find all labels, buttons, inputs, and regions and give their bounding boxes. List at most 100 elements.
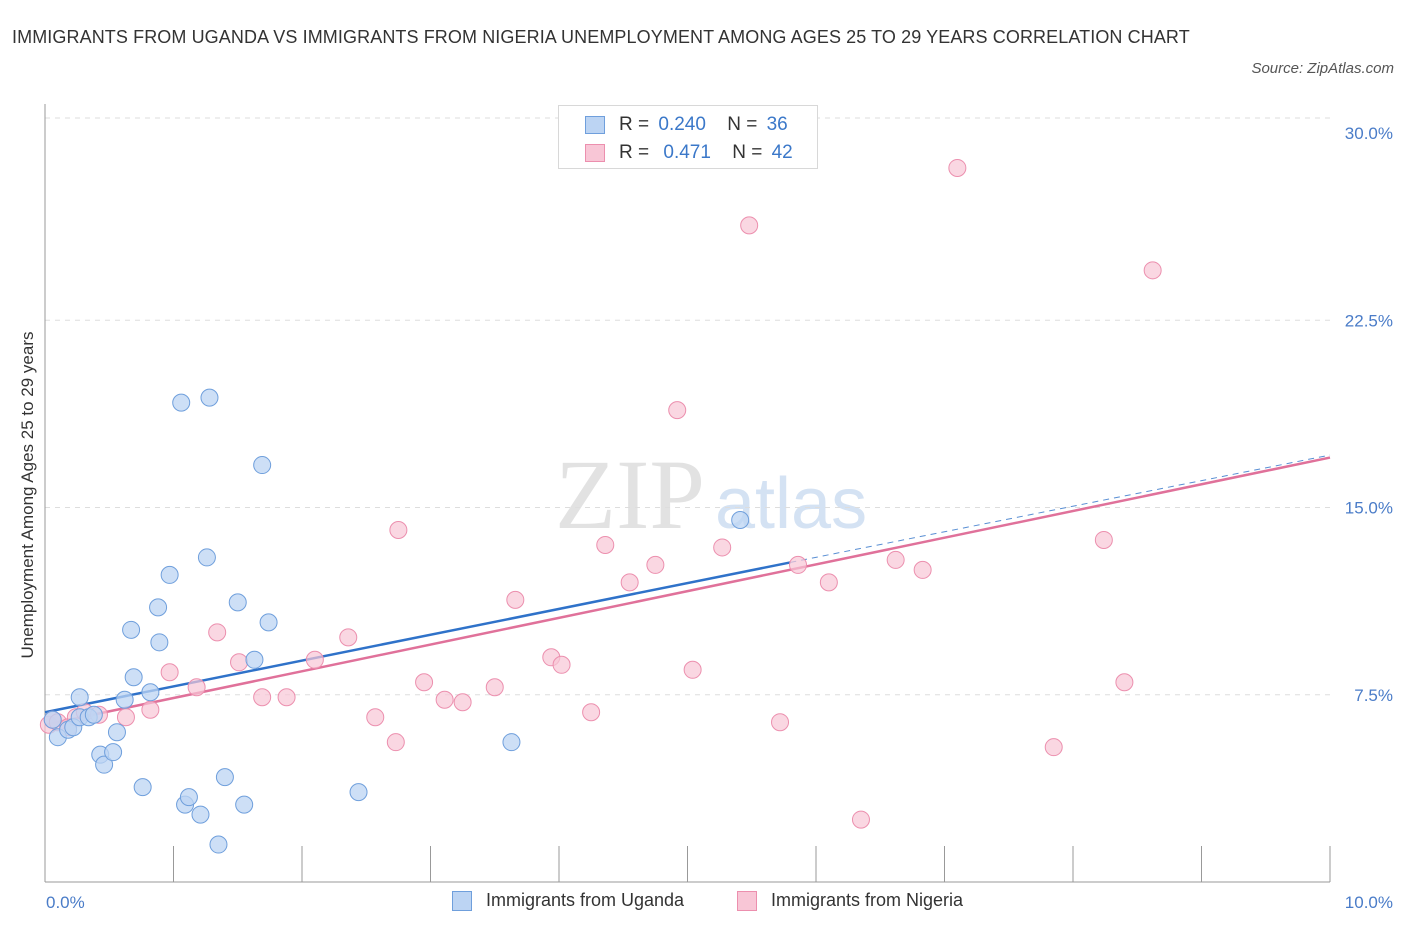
nigeria-point [366,708,385,727]
uganda-swatch [585,116,605,134]
nigeria-point [453,693,472,712]
nigeria-point [771,713,790,732]
nigeria-point [713,538,732,557]
y-tick-label: 7.5% [1354,686,1393,705]
nigeria-point [506,590,525,609]
chart-title: IMMIGRANTS FROM UGANDA VS IMMIGRANTS FRO… [12,27,1190,47]
nigeria-point [485,678,504,697]
trend-lines [44,454,1331,726]
n-value: 36 [766,114,788,135]
uganda-point [245,650,264,669]
nigeria-swatch [585,144,605,162]
nigeria-point [1094,530,1113,549]
nigeria-point [552,655,571,674]
nigeria-point [208,623,227,642]
uganda-trend-line [44,561,791,714]
nigeria-point [668,401,687,420]
uganda-point [160,565,179,584]
uganda-point [95,755,114,774]
nigeria-point [1143,261,1162,280]
data-points [39,158,1162,854]
uganda-point [228,593,247,612]
uganda-trend-extension [790,454,1331,563]
n-label: N = [727,114,758,135]
nigeria-point [253,688,272,707]
nigeria-point [582,703,601,722]
uganda-point [150,633,169,652]
x-tick-label: 0.0% [46,893,85,912]
uganda-point [200,388,219,407]
uganda-point [104,743,123,762]
axes [44,104,1331,883]
r-value: 0.471 [663,142,711,163]
uganda-point [502,733,521,752]
n-label: N = [732,142,763,163]
nigeria-point [160,663,179,682]
r-label: R = [619,142,650,163]
uganda-point [731,510,750,529]
nigeria-trend-line [44,456,1331,726]
nigeria-point [305,650,324,669]
r-label: R = [619,114,650,135]
tick-labels: 7.5% 15.0% 22.5% 30.0% 0.0% 10.0% [46,124,1393,912]
legend-label: Immigrants from Nigeria [771,890,964,910]
uganda-swatch [452,891,472,911]
nigeria-point [596,535,615,554]
source-credit: Source: ZipAtlas.com [1251,60,1394,77]
nigeria-point [948,158,967,177]
nigeria-point [435,690,454,709]
stats-legend: R = 0.240 N = 36 R = 0.471 N = 42 [558,105,818,169]
uganda-point [124,668,143,687]
nigeria-point [386,733,405,752]
uganda-point [215,768,234,787]
uganda-point [43,710,62,729]
uganda-point [259,613,278,632]
uganda-point [133,778,152,797]
y-tick-label: 22.5% [1345,311,1393,330]
y-tick-label: 15.0% [1345,499,1393,518]
uganda-point [349,783,368,802]
uganda-point [115,690,134,709]
watermark-atlas: atlas [715,464,867,544]
uganda-point [141,683,160,702]
nigeria-point [141,700,160,719]
uganda-point [84,705,103,724]
uganda-point [197,548,216,567]
nigeria-point [620,573,639,592]
nigeria-point [116,708,135,727]
uganda-point [149,598,168,617]
nigeria-point [913,560,932,579]
nigeria-point [819,573,838,592]
nigeria-point [230,653,249,672]
uganda-point [122,620,141,639]
nigeria-point [389,520,408,539]
uganda-point [172,393,191,412]
uganda-point [70,688,89,707]
uganda-point [235,795,254,814]
y-tick-label: 30.0% [1345,124,1393,143]
watermark-zip: ZIP [555,439,705,550]
nigeria-point [1044,738,1063,757]
uganda-point [191,805,210,824]
nigeria-point [740,216,759,235]
uganda-point [253,456,272,475]
nigeria-point [339,628,358,647]
uganda-point [107,723,126,742]
nigeria-point [851,810,870,829]
nigeria-point [886,550,905,569]
uganda-point [209,835,228,854]
watermark: ZIP atlas [555,439,867,550]
nigeria-point [187,678,206,697]
nigeria-point [683,660,702,679]
nigeria-point [789,555,808,574]
x-tick-label: 10.0% [1345,893,1393,912]
nigeria-point [415,673,434,692]
nigeria-swatch [737,891,757,911]
series-legend: Immigrants from Uganda Immigrants from N… [0,888,1406,918]
r-value: 0.240 [658,114,706,135]
nigeria-point [277,688,296,707]
nigeria-point [646,555,665,574]
n-value: 42 [771,142,793,163]
uganda-point [179,788,198,807]
legend-label: Immigrants from Uganda [486,890,685,910]
